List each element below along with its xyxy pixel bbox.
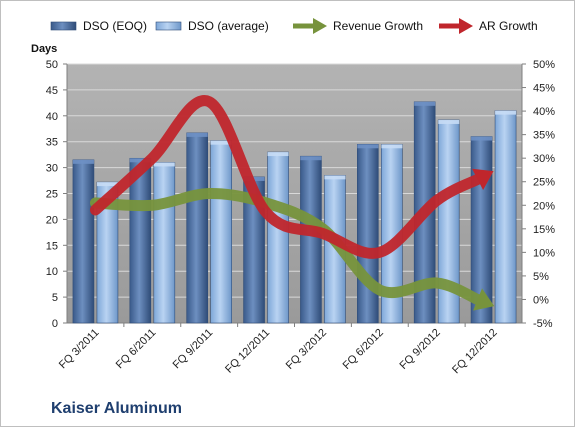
left-tick-label: 20 [46, 214, 58, 226]
bar-top [414, 101, 436, 106]
bar-top [72, 159, 94, 164]
left-tick-label: 25 [46, 189, 58, 201]
bar-dso-eoq--4 [300, 155, 322, 324]
bar-dso-eoq--2 [186, 132, 208, 324]
left-axis-title: Days [31, 43, 57, 55]
bar-dso-average--2 [210, 140, 232, 324]
left-tick-label: 40 [46, 111, 58, 123]
revenue-growth-arrowhead [473, 288, 495, 311]
x-tick-label: FQ 9/2011 [171, 327, 216, 372]
legend-label-dso-average-: DSO (average) [188, 19, 269, 33]
left-tick-label: 45 [46, 85, 58, 97]
axis-titles: Days [31, 43, 57, 55]
ar-growth-line [89, 95, 484, 259]
bar-dso-average--1 [153, 162, 176, 324]
right-tick-label: 5% [533, 271, 549, 283]
revenue-growth-line [89, 187, 484, 305]
left-tick-label: 10 [46, 266, 58, 278]
left-tick-label: 15 [46, 240, 58, 252]
legend-label-ar-growth: AR Growth [479, 19, 538, 33]
bar-top [210, 140, 232, 145]
bar-top [267, 152, 289, 157]
left-tick-label: 35 [46, 137, 58, 149]
left-tick-label: 0 [52, 318, 58, 330]
x-tick-label: FQ 6/2012 [341, 327, 386, 372]
right-tick-label: 35% [533, 130, 555, 142]
bar-dso-eoq--0 [72, 159, 95, 324]
right-tick-label: 20% [533, 200, 555, 212]
right-tick-label: -5% [533, 318, 553, 330]
bar-dso-average--7 [494, 110, 517, 324]
bar-top [96, 182, 118, 187]
lines-layer [89, 95, 495, 311]
left-tick-label: 5 [52, 292, 58, 304]
bar-top [471, 136, 493, 141]
legend-swatch-dso-average- [155, 21, 182, 31]
right-tick-label: 15% [533, 224, 555, 236]
right-tick-label: 45% [533, 83, 555, 95]
x-tick-label: FQ 3/2011 [57, 327, 102, 372]
bars-layer [72, 101, 517, 324]
bar-top [300, 156, 322, 161]
bar-top [381, 144, 403, 149]
bar-top [186, 132, 208, 137]
right-tick-label: 50% [533, 59, 555, 71]
legend-label-revenue-growth: Revenue Growth [333, 19, 423, 33]
x-tick-label: FQ 6/2011 [114, 327, 159, 372]
x-tick-label: FQ 9/2012 [398, 327, 443, 372]
x-tick-label: FQ 3/2012 [284, 327, 329, 372]
x-tick-label: FQ 12/2012 [450, 327, 500, 377]
legend-label-dso-eoq-: DSO (EOQ) [83, 19, 147, 33]
legend: DSO (EOQ) DSO (average) Revenue Growth AR G… [50, 18, 538, 34]
bar-top [324, 175, 346, 180]
bar-dso-average--3 [267, 151, 289, 324]
right-tick-label: 25% [533, 177, 555, 189]
bar-top [153, 162, 175, 167]
bar-top [129, 158, 151, 163]
legend-swatch-dso-eoq- [50, 21, 77, 31]
legend-arrow-ar-growth [459, 18, 473, 34]
x-axis-ticks: FQ 3/2011 FQ 6/2011 FQ 9/2011 FQ 12/2011 FQ … [57, 323, 500, 376]
x-tick-label: FQ 12/2011 [223, 327, 272, 376]
legend-arrow-revenue-growth [313, 18, 327, 34]
right-tick-label: 30% [533, 153, 555, 165]
bar-top [438, 119, 460, 124]
left-tick-label: 30 [46, 163, 58, 175]
company-name: Kaiser Aluminum [51, 400, 182, 417]
right-tick-label: 0% [533, 294, 549, 306]
bar-top [357, 144, 379, 149]
left-tick-label: 50 [46, 59, 58, 71]
right-tick-label: 40% [533, 106, 555, 118]
right-axis-ticks: -5% 0% 5% 10% 15% 20% 25% 30% 35% 40% 45% 50% [522, 59, 555, 330]
left-axis-ticks: 0 5 10 15 20 25 30 35 40 45 50 [46, 59, 67, 330]
ar-growth-arrowhead [472, 168, 494, 191]
bar-top [495, 110, 517, 115]
right-tick-label: 10% [533, 247, 555, 259]
bar-dso-eoq--5 [357, 143, 379, 324]
